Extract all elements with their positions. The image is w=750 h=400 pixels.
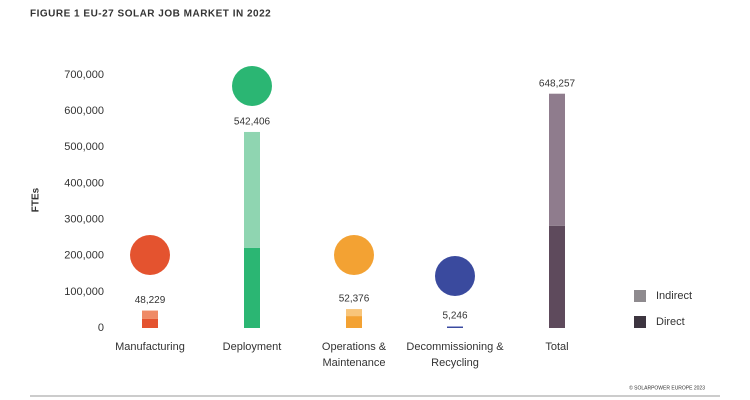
chart-title: FIGURE 1 EU-27 SOLAR JOB MARKET IN 2022 bbox=[30, 9, 271, 20]
x-tick-label: Total bbox=[545, 341, 569, 353]
y-tick-label: 600,000 bbox=[64, 105, 104, 117]
y-tick-label: 100,000 bbox=[64, 286, 104, 298]
legend-swatch bbox=[634, 290, 646, 302]
bar-segment bbox=[346, 309, 362, 317]
legend-label: Direct bbox=[656, 316, 685, 328]
icon bbox=[435, 256, 475, 296]
bar-segment bbox=[447, 326, 463, 328]
total-label: 542,406 bbox=[234, 117, 271, 128]
x-tick-label: Decommissioning & Recycling bbox=[406, 341, 504, 369]
total-label: 5,246 bbox=[442, 311, 467, 322]
y-tick-label: 400,000 bbox=[64, 177, 104, 189]
y-tick-label: 300,000 bbox=[64, 213, 104, 225]
y-tick-label: 700,000 bbox=[64, 69, 104, 81]
footer: © SOLARPOWER EUROPE 2023 bbox=[629, 384, 705, 391]
bar-segment bbox=[142, 310, 158, 319]
icon bbox=[334, 235, 374, 275]
legend-swatch bbox=[634, 316, 646, 328]
bar-segment bbox=[244, 131, 260, 248]
total-label: 52,376 bbox=[339, 294, 370, 305]
y-tick-label: 0 bbox=[98, 322, 104, 334]
legend-label: Indirect bbox=[656, 290, 692, 302]
y-tick-label: 200,000 bbox=[64, 250, 104, 262]
icon bbox=[130, 235, 170, 275]
x-tick-label: Manufacturing bbox=[115, 341, 185, 353]
y-tick-label: 500,000 bbox=[64, 141, 104, 153]
bar-segment bbox=[549, 225, 565, 328]
total-label: 648,257 bbox=[539, 78, 576, 89]
icon bbox=[232, 66, 272, 106]
y-axis-label: FTEs bbox=[31, 187, 42, 212]
total-label: 48,229 bbox=[135, 295, 166, 306]
bar-segment bbox=[244, 247, 260, 328]
x-tick-label: Deployment bbox=[222, 341, 282, 353]
bar-segment bbox=[549, 93, 565, 226]
bar-segment bbox=[447, 326, 463, 327]
bar-segment bbox=[346, 316, 362, 328]
bar-segment bbox=[142, 318, 158, 328]
x-tick-label: Operations & Maintenance bbox=[321, 341, 387, 369]
